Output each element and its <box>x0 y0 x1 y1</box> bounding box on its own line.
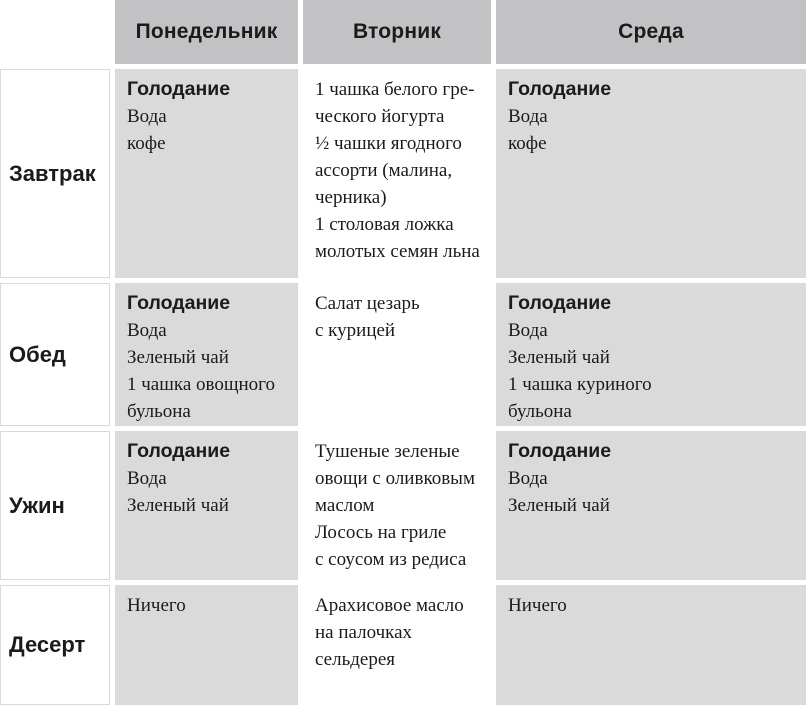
meal-cell: Арахисовое масло на палочках сельдерея <box>303 585 491 705</box>
meal-cell-line: Лосось на гриле <box>315 522 447 543</box>
meal-cell-line: Вода <box>508 106 548 127</box>
meal-cell-line-bold: Голодание <box>508 78 612 100</box>
meal-cell: Голодание Вода Зеленый чай <box>496 431 806 580</box>
meal-cell-line: 1 чашка овощного <box>127 374 275 395</box>
meal-cell-line: 1 столовая ложка <box>315 214 454 235</box>
column-header-tuesday: Вторник <box>303 0 491 64</box>
meal-cell-line: Зеленый чай <box>127 347 229 368</box>
meal-cell-line: с курицей <box>315 320 396 341</box>
meal-cell-line: Салат цезарь <box>315 293 420 314</box>
meal-row-label: Завтрак <box>0 69 110 278</box>
meal-row-label: Десерт <box>0 585 110 705</box>
meal-cell: Голодание Вода кофе <box>115 69 298 278</box>
meal-cell-line: Вода <box>508 320 548 341</box>
meal-cell-line: Вода <box>508 468 548 489</box>
meal-cell: Тушеные зеленые овощи с оливковым маслом Ло… <box>303 431 491 580</box>
meal-cell-line: бульона <box>127 401 191 422</box>
meal-row-label: Обед <box>0 283 110 426</box>
meal-cell: Голодание Вода Зеленый чай 1 чашка овощного… <box>115 283 298 426</box>
meal-cell-line: с соусом из редиса <box>315 549 467 570</box>
meal-cell-line: на палочках <box>315 622 413 643</box>
meal-cell-line: ½ чашки ягодного <box>315 133 462 154</box>
meal-cell-line: 1 чашка куриного <box>508 374 652 395</box>
meal-cell-line: Зеленый чай <box>508 347 610 368</box>
meal-cell-line: Зеленый чай <box>508 495 610 516</box>
meal-cell-line: Вода <box>127 106 167 127</box>
meal-row-label: Ужин <box>0 431 110 580</box>
meal-cell-line: ассорти (малина, <box>315 160 453 181</box>
meal-cell-line: бульона <box>508 401 572 422</box>
meal-cell: Голодание Вода кофе <box>496 69 806 278</box>
meal-cell: Салат цезарь с курицей <box>303 283 491 426</box>
meal-cell-line: кофе <box>127 133 166 154</box>
meal-cell-line: Вода <box>127 468 167 489</box>
meal-cell-line: ческого йогурта <box>315 106 445 127</box>
meal-cell-line: сельдерея <box>315 649 396 670</box>
meal-cell: Голодание Вода Зеленый чай <box>115 431 298 580</box>
meal-cell-line: молотых семян льна <box>315 241 480 262</box>
meal-cell-line: Зеленый чай <box>127 495 229 516</box>
meal-cell-line-bold: Голодание <box>508 292 612 314</box>
meal-cell-line-bold: Голодание <box>508 440 612 462</box>
meal-cell-line: Тушеные зеленые <box>315 441 460 462</box>
meal-cell-line-bold: Голодание <box>127 78 231 100</box>
meal-cell: Ничего <box>496 585 806 705</box>
column-header-monday: Понедельник <box>115 0 298 64</box>
meal-cell-line: Арахисовое масло <box>315 595 464 616</box>
corner-cell <box>0 0 110 64</box>
meal-cell-line: Вода <box>127 320 167 341</box>
meal-cell: 1 чашка белого гре-ческого йогурта ½ чашк… <box>303 69 491 278</box>
meal-cell-line-bold: Голодание <box>127 292 231 314</box>
meal-cell-line: черника) <box>315 187 387 208</box>
meal-cell-line: кофе <box>508 133 547 154</box>
meal-cell-line: Ничего <box>127 595 186 616</box>
meal-cell-line: 1 чашка белого гре- <box>315 79 475 100</box>
column-header-wednesday: Среда <box>496 0 806 64</box>
meal-cell-line-bold: Голодание <box>127 440 231 462</box>
meal-cell-line: Ничего <box>508 595 567 616</box>
meal-cell-line: маслом <box>315 495 375 516</box>
meal-cell-line: овощи с оливковым <box>315 468 475 489</box>
meal-cell: Голодание Вода Зеленый чай 1 чашка куриного… <box>496 283 806 426</box>
meal-cell: Ничего <box>115 585 298 705</box>
